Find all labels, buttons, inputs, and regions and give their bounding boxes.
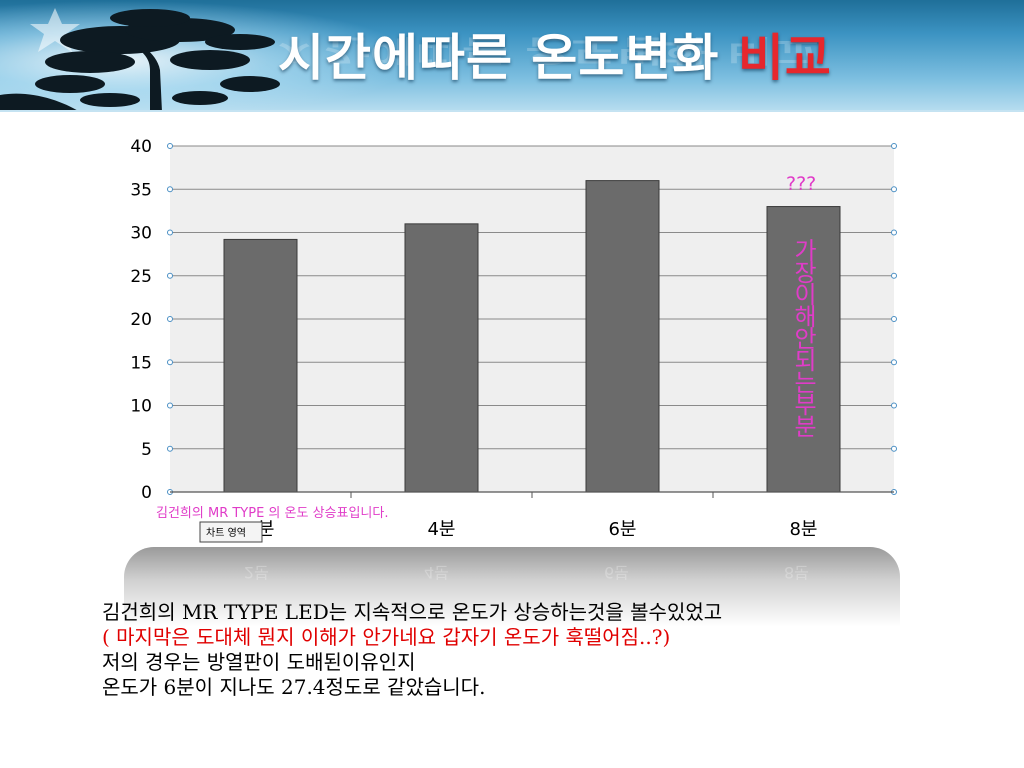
- gridline-marker-left: [167, 186, 173, 193]
- description-text: 김건희의 MR TYPE LED는 지속적으로 온도가 상승하는것을 볼수있었고…: [102, 600, 932, 700]
- gridline-marker-left: [167, 316, 173, 322]
- gridline-marker-right: [891, 186, 897, 193]
- bar[interactable]: [404, 223, 479, 493]
- description-line-2: ( 마지막은 도대체 뭔지 이해가 안가네요 갑자기 온도가 훅떨어짐..?): [102, 625, 671, 649]
- gridline-marker-left: [167, 402, 173, 409]
- gridline-marker-left: [167, 445, 173, 452]
- title-banner: 시간에따른 온도변화 비교 시간에따른 온도변화 비교: [0, 0, 1024, 112]
- gridline-marker-right: [891, 445, 897, 452]
- y-tick-label: 0: [141, 483, 152, 503]
- annotation-vertical-note: 가장이해안되는부분: [789, 238, 817, 437]
- annotation-question: ???: [786, 173, 816, 195]
- description-line-3: 저의 경우는 방열판이 도배된이유인지: [102, 650, 416, 674]
- y-tick-label: 25: [130, 267, 152, 287]
- gridline-marker-right: [891, 229, 897, 236]
- bar[interactable]: [585, 180, 660, 493]
- gridline-marker-right: [891, 316, 897, 322]
- svg-text:4분: 4분: [424, 563, 449, 582]
- page-title-accent: 비교: [737, 29, 832, 87]
- gridline-marker-right: [891, 402, 897, 409]
- gridline-marker-right: [891, 272, 897, 279]
- header-divider: [0, 110, 1024, 112]
- y-tick-label: 30: [130, 224, 152, 244]
- bar[interactable]: [223, 238, 298, 493]
- page-title-main: 시간에따른 온도변화: [278, 29, 738, 87]
- chart-tooltip: 차트 영역: [199, 521, 263, 543]
- y-tick-label: 20: [130, 310, 152, 330]
- svg-text:8분: 8분: [784, 563, 809, 582]
- gridline-marker-right: [891, 359, 897, 366]
- svg-text:2분: 2분: [244, 563, 269, 582]
- page-title: 시간에따른 온도변화 비교: [278, 18, 832, 90]
- bar[interactable]: [766, 206, 841, 493]
- tree-silhouette-icon: [0, 8, 280, 112]
- gridline-marker-left: [167, 359, 173, 366]
- gridline-marker-left: [167, 143, 173, 149]
- gridline-marker-left: [167, 272, 173, 279]
- description-line-1: 김건희의 MR TYPE LED는 지속적으로 온도가 상승하는것을 볼수있었고: [102, 600, 723, 624]
- annotation-overlay-note: 김건희의 MR TYPE 의 온도 상승표입니다.: [156, 506, 388, 521]
- y-tick-label: 40: [130, 137, 152, 157]
- y-tick-label: 5: [141, 440, 152, 460]
- bar-chart[interactable]: 0 5 10 15 20 25 30 35 40 2분 4분 6분 8분 ??? 가장이해안되는부분 김…: [0, 0, 1024, 600]
- x-tick-label: 6분: [608, 519, 636, 540]
- y-tick-label: 35: [130, 180, 152, 200]
- x-tick-label: 8분: [789, 519, 817, 540]
- chart-reflection: 2분 4분 6분 8분: [124, 547, 900, 627]
- chart-tooltip-text: 차트 영역: [206, 527, 246, 539]
- gridline-marker-left: [167, 229, 173, 236]
- x-tick-label: 4분: [427, 519, 455, 540]
- svg-text:6분: 6분: [604, 563, 629, 582]
- y-tick-label: 15: [130, 353, 152, 373]
- y-tick-label: 10: [130, 397, 152, 417]
- gridline-marker-right: [891, 143, 897, 149]
- description-line-4: 온도가 6분이 지나도 27.4정도로 같았습니다.: [102, 675, 486, 699]
